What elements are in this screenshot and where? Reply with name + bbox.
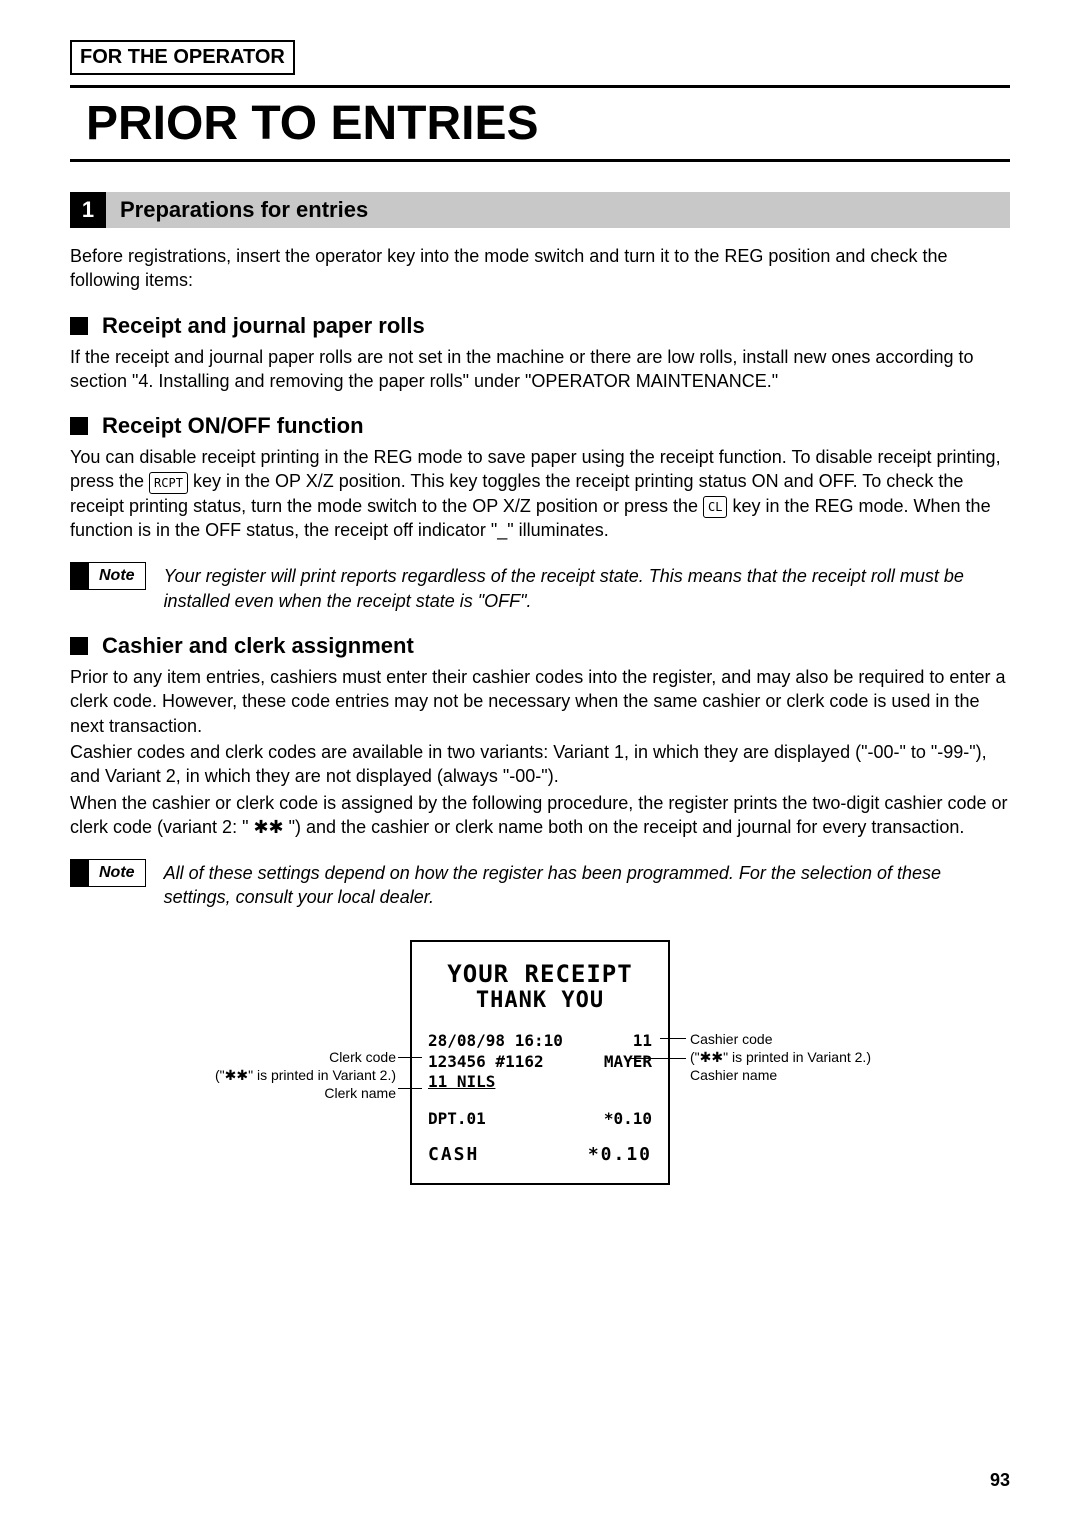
cashier-para1: Prior to any item entries, cashiers must…: [70, 665, 1010, 738]
note-text: Your register will print reports regardl…: [146, 562, 1010, 613]
intro-text: Before registrations, insert the operato…: [70, 244, 1010, 293]
bullet-icon: [70, 417, 88, 435]
annotation-clerk-code: Clerk code ("✱✱" is printed in Variant 2…: [190, 1048, 396, 1103]
main-title: PRIOR TO ENTRIES: [70, 85, 1010, 162]
note-bar-icon: [70, 859, 88, 887]
subsection-title: Cashier and clerk assignment: [102, 633, 414, 659]
rolls-text: If the receipt and journal paper rolls a…: [70, 345, 1010, 394]
receipt-header-2: THANK YOU: [428, 988, 652, 1013]
annotation-cashier-code: Cashier code ("✱✱" is printed in Variant…: [690, 1030, 910, 1085]
receipt-box: YOUR RECEIPT THANK YOU 28/08/98 16:10 11…: [410, 940, 670, 1185]
bullet-icon: [70, 317, 88, 335]
key-cl: CL: [703, 496, 727, 518]
subsection-title: Receipt and journal paper rolls: [102, 313, 425, 339]
note-text: All of these settings depend on how the …: [146, 859, 1010, 910]
subsection-rolls: Receipt and journal paper rolls: [70, 313, 1010, 339]
cashier-para2: Cashier codes and clerk codes are availa…: [70, 740, 1010, 789]
section-number: 1: [70, 192, 106, 228]
note-block-1: Note Your register will print reports re…: [70, 562, 1010, 613]
section-title: Preparations for entries: [106, 197, 368, 223]
receipt-serial-line: 123456 #1162 MAYER: [428, 1052, 652, 1073]
receipt-dept-line: DPT.01 *0.10: [428, 1109, 652, 1130]
receipt-clerk-line: 11 NILS: [428, 1072, 652, 1093]
header-box: FOR THE OPERATOR: [70, 40, 295, 75]
subsection-title: Receipt ON/OFF function: [102, 413, 364, 439]
key-rcpt: RCPT: [149, 472, 188, 494]
note-block-2: Note All of these settings depend on how…: [70, 859, 1010, 910]
bullet-icon: [70, 637, 88, 655]
section-header: 1 Preparations for entries: [70, 192, 1010, 228]
receipt-date-line: 28/08/98 16:10 11: [428, 1031, 652, 1052]
annotation-line-icon: [660, 1038, 686, 1039]
annotation-line-icon: [630, 1058, 686, 1059]
receipt-total-line: CASH *0.10: [428, 1144, 652, 1165]
note-bar-icon: [70, 562, 88, 590]
note-label: Note: [88, 859, 146, 887]
subsection-onoff: Receipt ON/OFF function: [70, 413, 1010, 439]
page-number: 93: [990, 1470, 1010, 1491]
cashier-para3: When the cashier or clerk code is assign…: [70, 791, 1010, 840]
receipt-header-1: YOUR RECEIPT: [428, 960, 652, 988]
note-label: Note: [88, 562, 146, 590]
annotation-line-icon: [398, 1088, 422, 1089]
annotation-line-icon: [398, 1057, 422, 1058]
onoff-text: You can disable receipt printing in the …: [70, 445, 1010, 542]
subsection-cashier: Cashier and clerk assignment: [70, 633, 1010, 659]
